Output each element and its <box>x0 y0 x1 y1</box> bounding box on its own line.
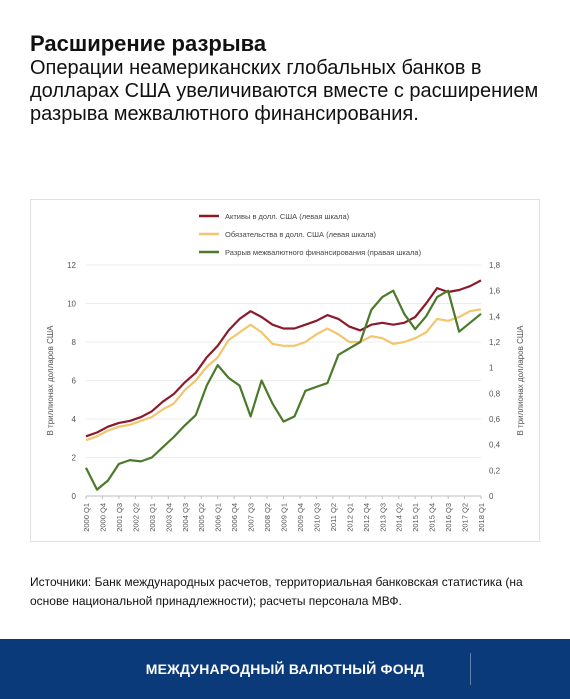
y-left-tick-label: 4 <box>72 415 77 424</box>
headline: Расширение разрыва Операции неамериканск… <box>30 30 550 126</box>
y-left-tick-label: 8 <box>72 338 77 347</box>
x-tick-label: 2001 Q3 <box>115 503 124 532</box>
x-tick-label: 2012 Q1 <box>345 503 354 532</box>
x-tick-label: 2000 Q1 <box>82 503 91 532</box>
x-tick-label: 2008 Q2 <box>263 503 272 532</box>
y-left-tick-label: 10 <box>67 300 76 309</box>
y-right-tick-label: 0 <box>489 492 494 501</box>
x-tick-label: 2009 Q1 <box>280 503 289 532</box>
series-line-3 <box>85 289 482 491</box>
x-tick-label: 2000 Q4 <box>98 503 107 532</box>
x-tick-label: 2003 Q4 <box>164 503 173 532</box>
chart-title: Расширение разрыва <box>30 31 267 56</box>
x-tick-label: 2004 Q3 <box>181 503 190 532</box>
source-note: Источники: Банк международных расчетов, … <box>30 575 523 608</box>
x-tick-label: 2007 Q3 <box>247 503 256 532</box>
y-right-tick-label: 0,6 <box>489 415 501 424</box>
x-tick-label: 2002 Q2 <box>131 503 140 532</box>
x-tick-label: 2009 Q4 <box>296 503 305 532</box>
y-left-axis-title: В триллионах долларов США <box>46 325 55 436</box>
series-line-2 <box>85 308 482 442</box>
y-left-tick-label: 2 <box>72 454 77 463</box>
x-tick-label: 2014 Q2 <box>395 503 404 532</box>
chart-subtitle: Операции неамериканских глобальных банко… <box>30 57 539 125</box>
footer-banner: МЕЖДУНАРОДНЫЙ ВАЛЮТНЫЙ ФОНД <box>0 639 570 699</box>
y-right-tick-label: 0,8 <box>489 389 501 398</box>
series-line-1 <box>85 279 482 438</box>
y-right-tick-label: 1,4 <box>489 312 501 321</box>
y-right-tick-label: 1,2 <box>489 338 501 347</box>
x-tick-label: 2003 Q1 <box>148 503 157 532</box>
x-tick-label: 2016 Q3 <box>444 503 453 532</box>
y-left-tick-label: 0 <box>72 492 77 501</box>
x-tick-label: 2018 Q1 <box>477 503 486 532</box>
y-left-tick-label: 6 <box>72 377 77 386</box>
x-tick-label: 2006 Q4 <box>230 503 239 532</box>
y-right-tick-label: 1 <box>489 364 494 373</box>
x-tick-label: 2015 Q1 <box>411 503 420 532</box>
x-tick-label: 2011 Q2 <box>329 503 338 531</box>
y-right-tick-label: 1,8 <box>489 261 501 270</box>
legend-label: Разрыв межвалютного финансирования (прав… <box>225 248 422 257</box>
legend-label: Активы в долл. США (левая шкала) <box>225 212 350 221</box>
x-tick-label: 2013 Q3 <box>378 503 387 532</box>
y-left-tick-label: 12 <box>67 261 76 270</box>
x-tick-label: 2006 Q1 <box>214 503 223 532</box>
x-tick-label: 2005 Q2 <box>197 503 206 532</box>
x-tick-label: 2017 Q2 <box>461 503 470 532</box>
footer-divider <box>470 653 471 685</box>
x-tick-label: 2015 Q4 <box>428 503 437 532</box>
legend-label: Обязательства в долл. США (левая шкала) <box>225 230 377 239</box>
y-right-tick-label: 0,4 <box>489 441 501 450</box>
chart-frame: 0 2 4 6 8 10 12 0 0,2 0,4 0,6 0,8 1 1,2 1,4 1,6 1,8 В три… <box>30 199 540 542</box>
x-tick-label: 2012 Q4 <box>362 503 371 532</box>
footer-org-name: МЕЖДУНАРОДНЫЙ ВАЛЮТНЫЙ ФОНД <box>145 661 425 677</box>
y-right-axis-title: В триллионах долларов США <box>516 325 525 436</box>
x-tick-label: 2010 Q3 <box>312 503 321 532</box>
chart-svg: 0 2 4 6 8 10 12 0 0,2 0,4 0,6 0,8 1 1,2 1,4 1,6 1,8 В три… <box>46 212 525 532</box>
y-right-tick-label: 0,2 <box>489 466 501 475</box>
y-right-tick-label: 1,6 <box>489 287 501 296</box>
